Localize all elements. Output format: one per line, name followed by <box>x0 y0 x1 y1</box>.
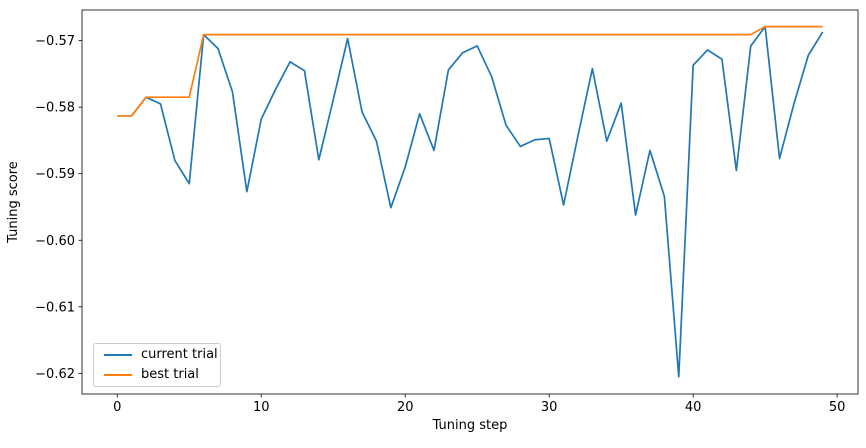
y-tick-label: −0.59 <box>35 167 75 182</box>
x-tick-label: 40 <box>685 400 702 415</box>
plot-border <box>81 9 859 395</box>
best-trial-label: best trial <box>141 367 199 382</box>
y-tick-label: −0.60 <box>35 234 75 249</box>
best-trial-line <box>117 25 823 117</box>
y-tick-label: −0.62 <box>35 367 75 382</box>
current-trial-line <box>117 25 824 378</box>
axis-ticks-layer: 0 10 20 30 40 50 −0.57 −0.58 −0.59 −0.60 −0.61 −0.6… <box>35 34 845 415</box>
y-tick-label: −0.58 <box>35 101 75 116</box>
x-tick-label: 20 <box>397 400 414 415</box>
best-trial-swatch <box>104 374 132 376</box>
current-trial-label: current trial <box>141 347 218 362</box>
current-trial-swatch <box>104 354 132 356</box>
series-lines-layer <box>117 25 824 378</box>
legend-item-best-trial: best trial <box>104 368 220 382</box>
legend-item-current-trial: current trial <box>104 348 220 362</box>
legend: current trial best trial <box>93 343 221 387</box>
y-tick-label: −0.57 <box>35 34 75 49</box>
y-tick-label: −0.61 <box>35 300 75 315</box>
x-tick-label: 0 <box>113 400 121 415</box>
y-axis-label: Tuning score <box>6 161 21 244</box>
plot-frame-layer <box>81 9 859 395</box>
x-tick-label: 50 <box>829 400 846 415</box>
x-tick-label: 30 <box>541 400 558 415</box>
x-tick-label: 10 <box>253 400 270 415</box>
x-axis-label: Tuning step <box>432 418 508 433</box>
